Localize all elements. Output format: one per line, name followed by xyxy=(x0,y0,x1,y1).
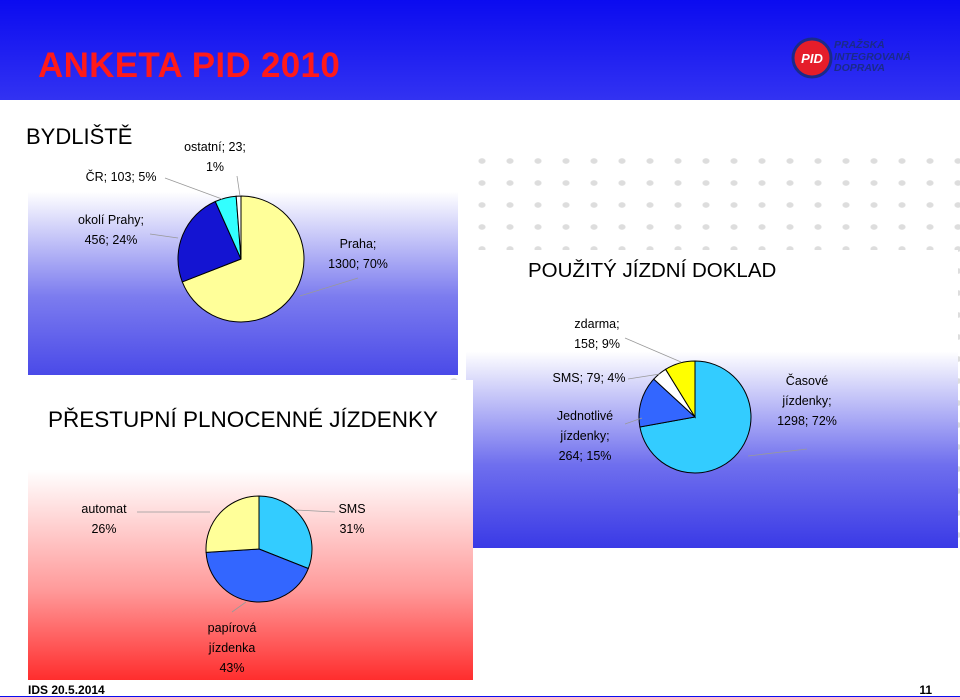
bydliste-leader-okoli-prahy xyxy=(149,233,179,239)
bydliste-label-line: 1300; 70% xyxy=(328,257,388,271)
doklad-label-line: Časové xyxy=(786,373,828,388)
bydliste-label-line: 1% xyxy=(206,160,224,174)
prestup-label-line: jízdenka xyxy=(208,641,256,655)
prestup-slice-sms xyxy=(258,495,313,570)
doklad-label-jednotlive-jizdenky: Jednotlivé jízdenky; 264; 15% xyxy=(557,409,613,463)
prestup-label-sms: SMS 31% xyxy=(338,502,365,536)
bydliste-label-line: ČR; 103; 5% xyxy=(86,169,157,184)
logo-line-2: INTEGROVANÁ xyxy=(834,50,911,63)
bydliste-leader-praha xyxy=(299,277,359,297)
bydliste-label-line: ostatní; 23; xyxy=(184,140,246,154)
doklad-pie: Časové jízdenky; 1298; 72% Jednotlivé jízden… xyxy=(553,317,837,474)
prestup-label-automat: automat 26% xyxy=(81,502,127,536)
footer-event-date: IDS 20.5.2014 xyxy=(28,683,105,697)
prestup-leader-papirova-jizdenka xyxy=(231,601,247,613)
prestup-label-line: papírová xyxy=(208,621,257,635)
prestup-label-line: 26% xyxy=(91,522,116,536)
bydliste-pie: Praha; 1300; 70% okolí Prahy; 456; 24% ČR; 1… xyxy=(78,140,388,323)
doklad-label-line: 1298; 72% xyxy=(777,414,837,428)
prestup-leader-sms xyxy=(295,509,336,513)
doklad-leader-sms xyxy=(627,373,661,380)
pid-logo-icon: PID xyxy=(791,37,833,79)
prestup-slice-papirova-jizdenka xyxy=(205,548,309,603)
bydliste-leader-ostatni xyxy=(236,175,241,197)
doklad-leader-casove-jizdenky xyxy=(747,448,808,457)
doklad-label-line: zdarma; xyxy=(574,317,619,331)
bydliste-label-cr: ČR; 103; 5% xyxy=(86,169,157,184)
doklad-label-line: jízdenky; xyxy=(781,394,831,408)
prestup-label-line: automat xyxy=(81,502,127,516)
bydliste-label-praha: Praha; 1300; 70% xyxy=(328,237,388,271)
prestup-title: PŘESTUPNÍ PLNOCENNÉ JÍZDENKY xyxy=(48,407,439,432)
bydliste-title: BYDLIŠTĚ xyxy=(26,124,133,149)
doklad-label-line: 264; 15% xyxy=(559,449,612,463)
doklad-label-line: 158; 9% xyxy=(574,337,620,351)
bydliste-label-line: 456; 24% xyxy=(85,233,138,247)
prestup-label-papirova-jizdenka: papírová jízdenka 43% xyxy=(208,621,257,675)
bydliste-label-ostatni: ostatní; 23; 1% xyxy=(184,140,246,174)
bydliste-label-line: okolí Prahy; xyxy=(78,213,144,227)
doklad-slice-jednotlive-jizdenky xyxy=(638,378,697,428)
doklad-label-line: jízdenky; xyxy=(559,429,609,443)
svg-text:PID: PID xyxy=(801,51,823,66)
footer-page-number: 11 xyxy=(919,683,932,697)
prestup-slice-automat xyxy=(205,495,260,553)
logo-line-1: PRAŽSKÁ xyxy=(834,39,885,51)
prestup-label-line: SMS xyxy=(338,502,365,516)
bydliste-slice-okoli-prahy xyxy=(177,200,242,283)
page-title: ANKETA PID 2010 xyxy=(38,46,341,85)
logo-line-3: DOPRAVA xyxy=(834,62,885,74)
bydliste-label-line: Praha; xyxy=(340,237,377,251)
doklad-label-zdarma: zdarma; 158; 9% xyxy=(574,317,620,351)
pid-logo: PID PRAŽSKÁ INTEGROVANÁ DOPRAVA xyxy=(790,36,940,86)
doklad-leader-jednotlive-jizdenky xyxy=(624,417,643,425)
doklad-label-casove-jizdenky: Časové jízdenky; 1298; 72% xyxy=(777,373,837,428)
prestup-pie: SMS 31% papírová jízdenka 43% automat 26% xyxy=(81,495,366,675)
doklad-label-line: Jednotlivé xyxy=(557,409,613,423)
doklad-title: POUŽITÝ JÍZDNÍ DOKLAD xyxy=(528,259,777,282)
bydliste-slice-ostatni xyxy=(235,195,242,260)
bydliste-label-okoli-prahy: okolí Prahy; 456; 24% xyxy=(78,213,144,247)
bydliste-leader-cr xyxy=(164,177,223,200)
doklad-label-sms: SMS; 79; 4% xyxy=(553,371,626,385)
bydliste-slice-praha xyxy=(181,195,305,323)
doklad-leader-zdarma xyxy=(624,337,682,363)
doklad-label-line: SMS; 79; 4% xyxy=(553,371,626,385)
doklad-slice-zdarma xyxy=(664,360,696,419)
prestup-label-line: 31% xyxy=(339,522,364,536)
prestup-label-line: 43% xyxy=(219,661,244,675)
